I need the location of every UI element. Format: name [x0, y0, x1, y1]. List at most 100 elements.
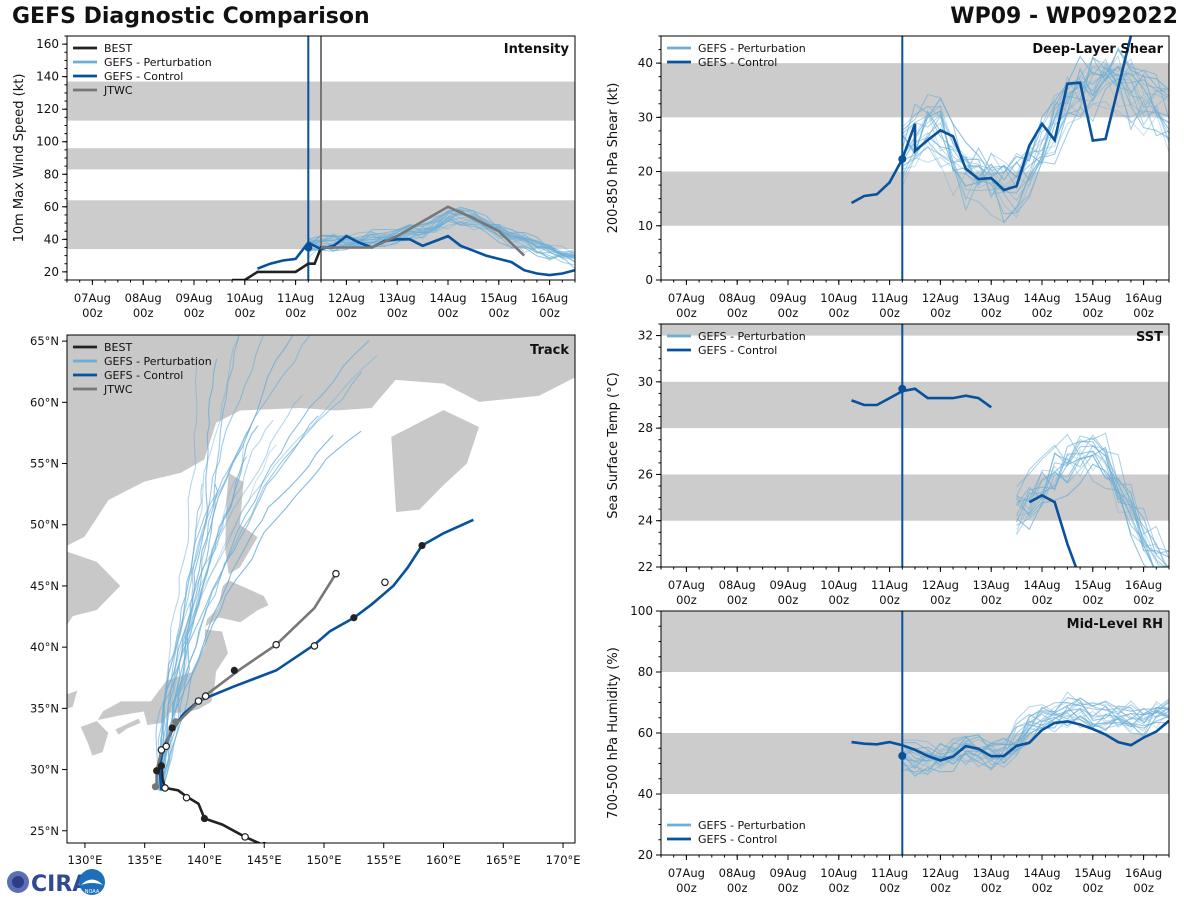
shaded-band	[661, 171, 1169, 226]
kamchatka-landmass	[390, 409, 480, 513]
perturbation-member-line	[901, 58, 1169, 184]
y-tick-label: 28	[638, 421, 653, 435]
x-tick-label-hour: 00z	[82, 306, 103, 320]
x-tick-label-date: 08Aug	[125, 291, 162, 305]
perturbation-member-line	[901, 55, 1169, 195]
axes-frame	[66, 334, 576, 844]
x-tick-label-date: 13Aug	[973, 578, 1010, 592]
x-tick-label-hour: 00z	[778, 306, 799, 320]
x-tick-label-date: 12Aug	[922, 578, 959, 592]
perturbation-member-line	[901, 705, 1169, 762]
x-tick-label-hour: 00z	[1082, 306, 1103, 320]
hokkaido-landmass	[203, 579, 270, 629]
x-tick-label-hour: 00z	[879, 306, 900, 320]
y-tick-label: 20	[638, 848, 653, 862]
series-line-jtwc	[321, 205, 526, 257]
panel-shear: 01020304007Aug00z08Aug00z09Aug00z10Aug00…	[606, 35, 1170, 320]
y-tick-label: 20	[638, 165, 653, 179]
x-tick-label-hour: 00z	[981, 881, 1002, 895]
y-axis-label: 700-500 hPa Humidity (%)	[606, 647, 621, 819]
legend-label-control: GEFS - Control	[104, 70, 183, 83]
korea-landmass	[67, 689, 79, 710]
x-tick-label: 150°E	[307, 853, 342, 867]
x-tick-label-hour: 00z	[828, 306, 849, 320]
legend-label-control: GEFS - Control	[104, 369, 183, 382]
x-tick-label-date: 09Aug	[769, 291, 806, 305]
x-tick-label-date: 10Aug	[820, 578, 857, 592]
perturbation-member-line	[1016, 450, 1169, 567]
figure-title: GEFS Diagnostic Comparison	[12, 4, 370, 29]
x-tick-label-hour: 00z	[676, 306, 697, 320]
perturbation-member-line	[1016, 463, 1148, 567]
perturbation-member-line	[902, 708, 1169, 769]
y-tick-label: 24	[638, 514, 653, 528]
x-tick-label-hour: 00z	[488, 306, 509, 320]
legend-label-best: BEST	[104, 42, 132, 55]
perturbation-member-line	[901, 65, 1169, 187]
x-tick-label: 160°E	[426, 853, 461, 867]
x-tick-label-hour: 00z	[778, 593, 799, 607]
track-point-open	[241, 833, 249, 841]
x-tick-label-date: 10Aug	[820, 866, 857, 880]
y-tick-label: 60	[638, 726, 653, 740]
x-tick-label-date: 14Aug	[1023, 291, 1060, 305]
track-point-best	[230, 666, 238, 675]
x-tick-label-hour: 00z	[727, 593, 748, 607]
panel-sst: 22242628303207Aug00z08Aug00z09Aug00z10Au…	[606, 323, 1170, 607]
continent-landmass	[67, 335, 575, 547]
series-line-control	[257, 234, 575, 277]
panel-label: Track	[530, 343, 569, 358]
perturbation-member-line	[901, 67, 1169, 186]
legend-label-perturbation: GEFS - Perturbation	[698, 819, 806, 832]
x-tick-label-date: 12Aug	[922, 866, 959, 880]
y-tick-label: 120	[36, 102, 59, 116]
init-marker-control	[304, 243, 313, 252]
x-tick-label-hour: 00z	[1032, 881, 1053, 895]
y-tick-label: 60	[44, 200, 59, 214]
series-line-control	[851, 719, 1169, 762]
x-tick-label-date: 10Aug	[226, 291, 263, 305]
perturbation-member-line	[1016, 437, 1169, 554]
init-marker-control	[898, 155, 907, 164]
track-point-best	[418, 541, 426, 550]
x-tick-label-hour: 00z	[1082, 881, 1103, 895]
x-tick-label-date: 09Aug	[175, 291, 212, 305]
y-tick-label: 32	[638, 329, 653, 343]
x-tick-label-hour: 00z	[727, 306, 748, 320]
noaa-badge-text: NOAA	[85, 889, 100, 895]
perturbation-member-line	[1016, 433, 1169, 552]
y-tick-label: 20	[44, 265, 59, 279]
x-tick-label-hour: 00z	[930, 306, 951, 320]
legend-label-jtwc: JTWC	[103, 383, 133, 396]
legend-label-jtwc: JTWC	[103, 84, 133, 97]
perturbation-track-line	[163, 483, 219, 786]
x-tick-label-date: 07Aug	[74, 291, 111, 305]
perturbation-track-line	[158, 335, 311, 791]
legend-label-perturbation: GEFS - Perturbation	[104, 355, 212, 368]
panel-track: 130°E 135°E 140°E 145°E 150°E 155°E 160°E 165°E…	[30, 334, 581, 867]
x-tick-label-hour: 00z	[879, 881, 900, 895]
x-tick-label-hour: 00z	[234, 306, 255, 320]
perturbation-member-line	[901, 67, 1169, 188]
y-tick-label: 26	[638, 467, 653, 481]
x-tick-label-date: 15Aug	[1074, 291, 1111, 305]
x-tick-label-date: 10Aug	[820, 291, 857, 305]
x-tick-label-date: 07Aug	[668, 578, 705, 592]
primorye-landmass	[67, 550, 122, 627]
shaded-band	[661, 324, 1169, 336]
x-tick-label-date: 13Aug	[379, 291, 416, 305]
x-tick-label-date: 16Aug	[1125, 578, 1162, 592]
shikoku-landmass	[114, 717, 142, 736]
perturbation-member-line	[901, 101, 1169, 218]
x-tick-label-date: 11Aug	[871, 578, 908, 592]
y-tick-label: 0	[645, 273, 653, 287]
track-point-best	[168, 724, 176, 732]
legend-label-control: GEFS - Control	[698, 833, 777, 846]
panel-intensity: 2040608010012014016007Aug00z08Aug00z09Au…	[12, 35, 576, 320]
x-tick-label-hour: 00z	[879, 593, 900, 607]
x-tick-label: 170°E	[546, 853, 581, 867]
y-tick-label: 10	[638, 219, 653, 233]
x-tick-label-hour: 00z	[438, 306, 459, 320]
x-tick-label-hour: 00z	[828, 593, 849, 607]
x-tick-label-hour: 00z	[778, 881, 799, 895]
